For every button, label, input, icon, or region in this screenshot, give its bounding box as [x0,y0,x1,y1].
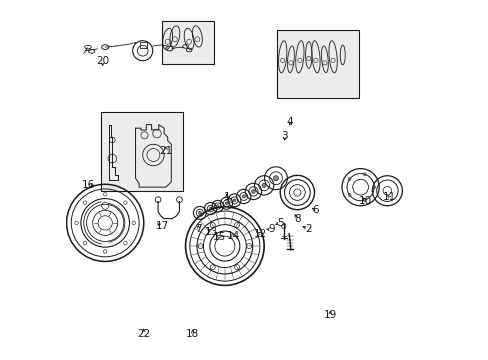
Text: 5: 5 [276,218,283,228]
Circle shape [233,199,235,202]
Circle shape [225,202,227,204]
Circle shape [262,183,266,188]
Bar [276,30,358,98]
Text: 17: 17 [155,221,169,231]
Text: 6: 6 [311,205,318,215]
Text: 4: 4 [286,117,293,127]
Bar [101,112,183,191]
Circle shape [242,195,245,198]
Text: 10: 10 [358,196,371,206]
Text: 19: 19 [323,310,336,320]
Circle shape [251,190,255,193]
Text: 7: 7 [195,224,202,234]
Text: 14: 14 [226,231,239,242]
Text: 22: 22 [137,329,150,339]
Text: 3: 3 [281,131,287,141]
Text: 1: 1 [223,192,229,202]
Text: 15: 15 [212,232,225,242]
Text: 16: 16 [81,180,95,190]
Circle shape [209,207,211,210]
Text: 18: 18 [186,329,199,339]
Circle shape [216,205,219,207]
Text: 11: 11 [382,192,395,202]
Text: 21: 21 [159,146,172,156]
Text: 13: 13 [204,227,218,237]
Text: 2: 2 [304,224,311,234]
Bar [162,21,214,64]
Text: 8: 8 [293,213,300,224]
Text: 9: 9 [267,224,274,234]
Bar [140,42,147,48]
Circle shape [273,176,278,181]
Text: 20: 20 [96,57,109,66]
Circle shape [198,211,201,214]
Text: 12: 12 [253,229,266,239]
